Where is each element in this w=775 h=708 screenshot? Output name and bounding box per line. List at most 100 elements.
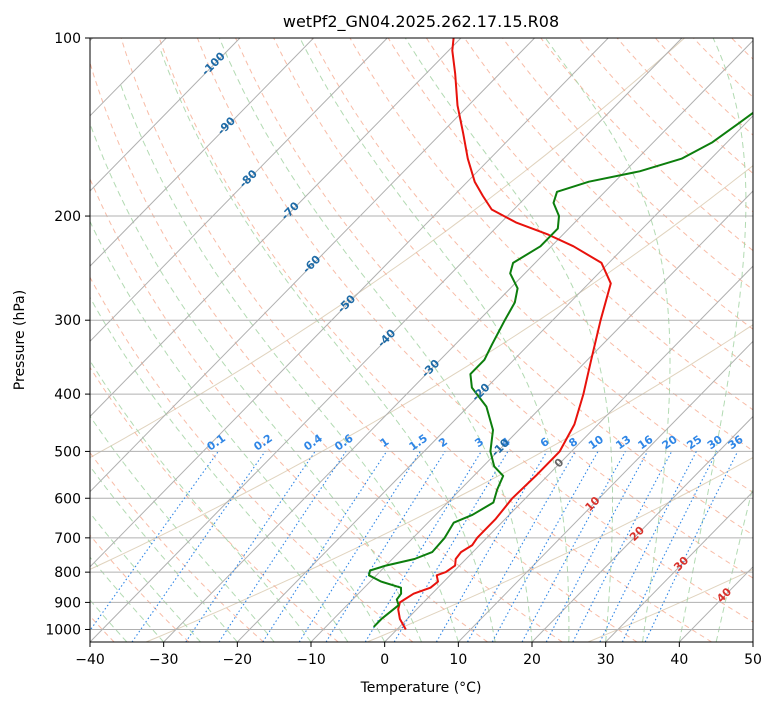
- isotherm-label: -70: [279, 199, 302, 222]
- moist-adiabat: [159, 47, 496, 642]
- dry-adiabat: [90, 177, 488, 642]
- dry-adiabat: [311, 38, 753, 494]
- x-axis-label: Temperature (°C): [360, 680, 482, 696]
- moist-adiabat: [544, 38, 671, 642]
- isotherm-line: [90, 38, 314, 267]
- isotherm-line: [90, 38, 683, 642]
- x-tick-label: 30: [597, 652, 615, 668]
- background-lines: [90, 38, 775, 642]
- y-tick-label: 200: [54, 209, 81, 225]
- mixing-ratio-line: [393, 451, 509, 642]
- y-tick-label: 600: [54, 491, 81, 507]
- mixing-ratio-line: [572, 451, 673, 642]
- moist-adiabat: [90, 415, 275, 642]
- dry-adiabat: [540, 38, 753, 252]
- mixing-ratio-line: [599, 451, 697, 642]
- isotherm-line: [310, 190, 753, 642]
- dry-adiabat: [196, 38, 753, 623]
- mixing-ratio-line: [521, 451, 626, 642]
- isotherm-label: -40: [375, 326, 398, 349]
- moist-adiabat: [90, 512, 201, 642]
- isotherm-label: 20: [627, 524, 647, 544]
- x-tick-label: 0: [380, 652, 389, 668]
- mixing-ratio-label: 0.1: [205, 432, 228, 454]
- y-tick-label: 300: [54, 313, 81, 329]
- isotherm-label: -60: [300, 253, 323, 276]
- dry-adiabat: [235, 38, 753, 579]
- x-tick-label: 10: [449, 652, 467, 668]
- y-axis: 1000 900 800 700 600 500 400 300 200 100: [45, 31, 90, 638]
- mixing-ratio-line: [298, 451, 421, 642]
- isotherm-line: [605, 490, 753, 642]
- isotherm-label: -20: [469, 381, 492, 404]
- isotherm-label: 0: [552, 455, 567, 470]
- y-tick-label: 700: [54, 531, 81, 547]
- isotherm-line: [90, 38, 241, 192]
- x-tick-label: −20: [223, 652, 253, 668]
- mixing-ratio-line: [185, 451, 316, 642]
- mixing-ratio-line: [491, 451, 599, 642]
- x-tick-label: 40: [670, 652, 688, 668]
- x-tick-label: 50: [744, 652, 762, 668]
- y-axis-label: Pressure (hPa): [12, 290, 28, 390]
- mixing-ratio-line: [621, 451, 718, 642]
- isotherm-line: [90, 38, 609, 568]
- dry-adiabat: [158, 38, 712, 642]
- isotherm-line: [678, 566, 753, 642]
- mixing-ratio-line: [545, 451, 648, 642]
- mixing-ratio-label: 16: [635, 433, 655, 453]
- moist-adiabat: [404, 38, 613, 642]
- isotherm-label: -90: [215, 114, 238, 137]
- x-tick-label: −40: [75, 652, 105, 668]
- theta-e-line: [145, 324, 753, 642]
- isotherm-label: -100: [199, 49, 228, 78]
- temperature-line: [397, 38, 612, 630]
- dry-adiabat: [273, 38, 753, 536]
- dry-adiabat: [502, 38, 753, 291]
- isotherm-line: [384, 265, 753, 642]
- isotherm-line: [163, 39, 753, 642]
- moist-adiabat: [715, 484, 753, 642]
- isotherm-line: [90, 38, 535, 493]
- dry-adiabat: [90, 276, 414, 642]
- x-axis: −40 −30 −20 −10 0 10 20 30 40 50: [75, 642, 762, 668]
- mixing-ratio-line: [131, 451, 266, 642]
- isotherm-line: [457, 340, 753, 642]
- moist-adiabat: [90, 465, 238, 642]
- isotherm-line: [531, 415, 753, 642]
- mixing-ratio-label: 25: [684, 433, 704, 452]
- mixing-ratio-label: 36: [726, 433, 746, 453]
- mixing-ratio-line: [218, 451, 347, 642]
- dry-adiabat: [120, 38, 638, 642]
- theta-e-line: [366, 456, 753, 642]
- mixing-ratio-line: [262, 451, 388, 642]
- moist-adiabat: [678, 38, 747, 642]
- dry-adiabat: [90, 534, 190, 642]
- dry-adiabat: [425, 38, 753, 370]
- dry-adiabat: [616, 38, 753, 175]
- isotherm-line: [90, 38, 388, 343]
- theta-e-line: [90, 38, 685, 459]
- y-tick-label: 800: [54, 565, 81, 581]
- isotherm-label: 30: [671, 554, 691, 574]
- y-tick-label: 100: [54, 31, 81, 47]
- isotherm-label: -80: [237, 167, 260, 190]
- sounding-profiles: [368, 38, 753, 630]
- theta-e-line: [587, 568, 753, 642]
- moist-adiabat: [218, 38, 533, 642]
- isotherm-line: [90, 38, 462, 418]
- moist-adiabat: [120, 84, 459, 642]
- x-tick-label: 20: [523, 652, 541, 668]
- mixing-ratio-label: 1.5: [407, 432, 430, 454]
- plot-frame: [89, 37, 754, 643]
- mixing-ratio-line: [364, 451, 482, 642]
- x-tick-label: −30: [149, 652, 179, 668]
- mixing-ratio-label: 20: [660, 433, 680, 453]
- dry-adiabat: [770, 38, 775, 642]
- mixing-ratio-label: 0.2: [251, 432, 274, 454]
- mixing-ratio-line: [467, 451, 576, 642]
- moist-adiabat: [90, 122, 422, 642]
- mixing-ratio-label: 1: [378, 435, 392, 450]
- mixing-ratio-line: [325, 451, 446, 642]
